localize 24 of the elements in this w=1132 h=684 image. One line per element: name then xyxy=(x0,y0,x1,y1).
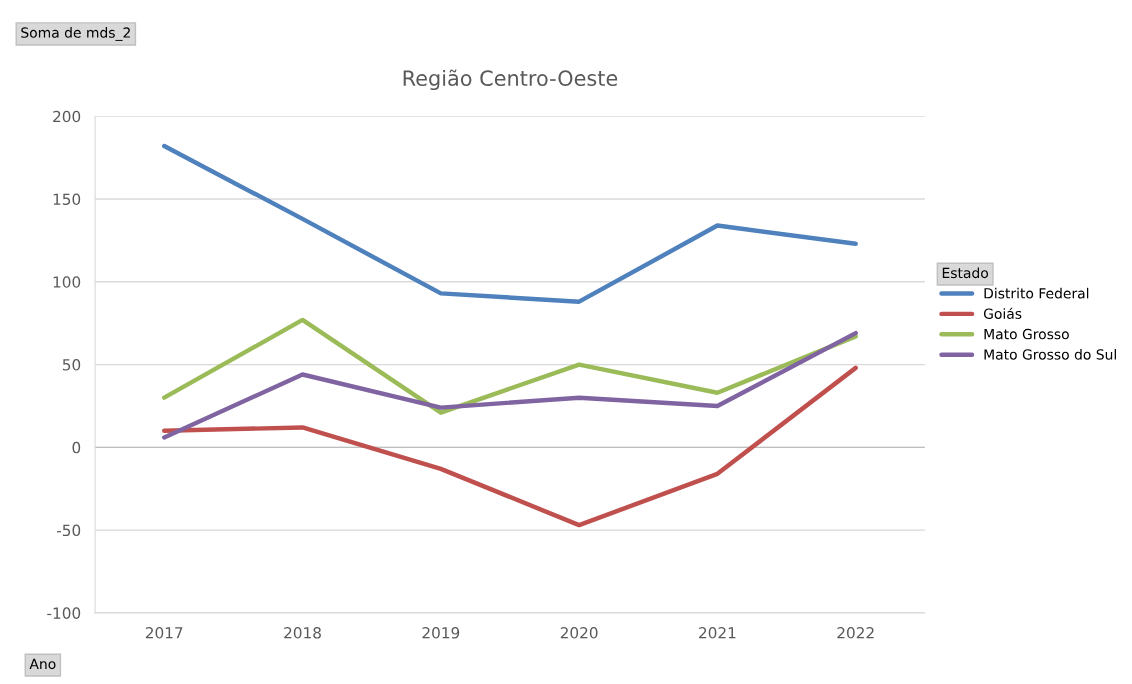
legend-label: Mato Grosso do Sul xyxy=(984,348,1116,360)
y-tick-label: 100 xyxy=(53,276,81,288)
line-series xyxy=(162,365,858,528)
y-tick-label: 0 xyxy=(72,441,81,454)
x-tick-label: 2021 xyxy=(699,627,736,639)
legend-label: Distrito Federal xyxy=(984,287,1089,299)
y-tick-label: -100 xyxy=(47,607,81,619)
line-series xyxy=(162,330,858,440)
x-tick-label: 2017 xyxy=(145,627,183,639)
text: Soma de mds_2 xyxy=(21,27,130,41)
legend-label: Goiás xyxy=(983,307,1022,319)
x-tick-label: 2020 xyxy=(560,627,598,639)
x-tick-label: 2019 xyxy=(422,627,460,639)
legend-label: Mato Grosso xyxy=(984,328,1069,340)
legend-title: Estado xyxy=(942,267,989,279)
y-tick-label: 150 xyxy=(53,193,81,206)
chart-title: Região Centro-Oeste xyxy=(403,69,618,91)
x-tick-label: 2022 xyxy=(837,627,874,639)
x-tick-label: 2018 xyxy=(284,627,321,639)
y-tick-label: 50 xyxy=(62,359,81,371)
text: Ano xyxy=(29,658,56,670)
y-tick-label: 200 xyxy=(53,110,81,123)
y-tick-label: -50 xyxy=(56,524,81,537)
line-series xyxy=(162,143,858,304)
